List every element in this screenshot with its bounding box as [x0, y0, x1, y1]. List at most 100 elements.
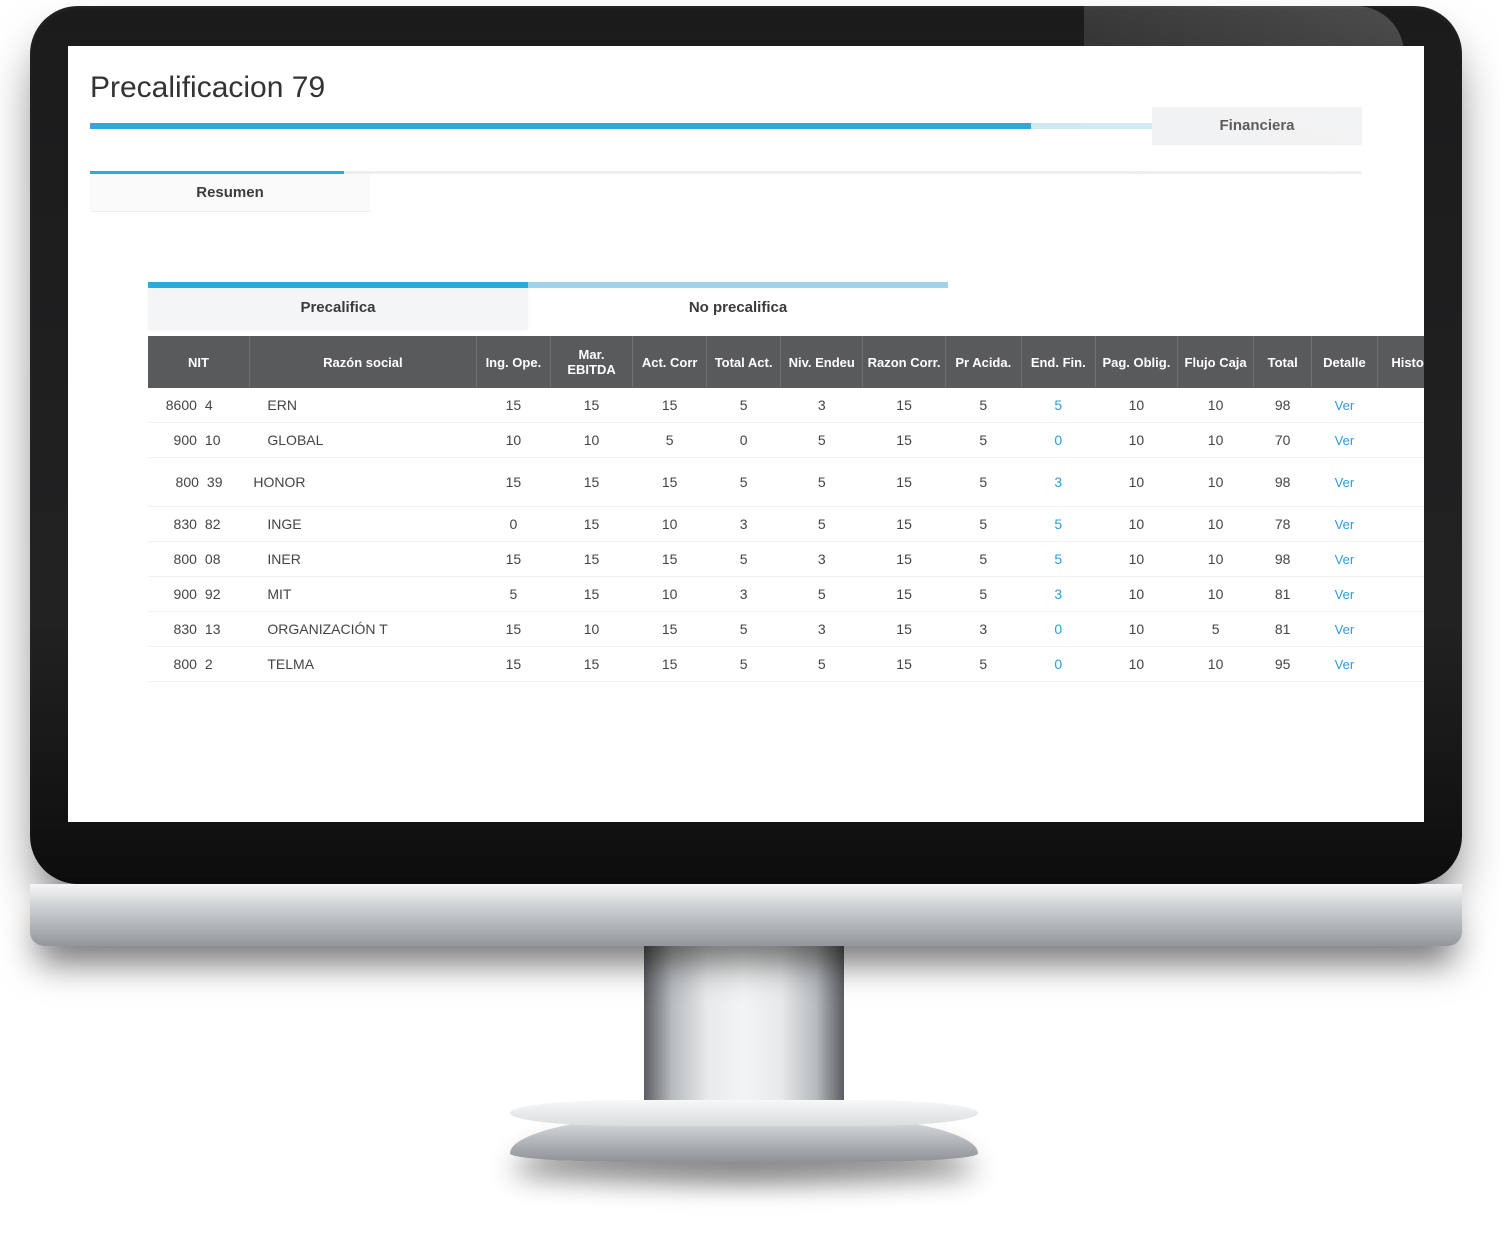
cell-pag: 10 — [1095, 507, 1177, 542]
cell-niv: 5 — [781, 423, 863, 458]
table-row[interactable]: 90010GLOBAL10105051550101070Ver — [148, 423, 1424, 458]
cell-pag: 10 — [1095, 577, 1177, 612]
cell-flujo: 10 — [1178, 577, 1254, 612]
cell-end: 0 — [1021, 423, 1095, 458]
link-detalle[interactable]: Ver — [1312, 577, 1377, 612]
table-row[interactable]: 8002TELMA151515551550101095Ver — [148, 647, 1424, 682]
cell-mar: 15 — [550, 577, 632, 612]
cell-razon: HONOR — [249, 458, 476, 507]
cell-total: 95 — [1254, 647, 1312, 682]
tab-resumen[interactable]: Resumen — [90, 174, 370, 212]
cell-pag: 10 — [1095, 542, 1177, 577]
table-row[interactable]: 83013ORGANIZACIÓN T15101553153010581Ver — [148, 612, 1424, 647]
cell-pr: 5 — [945, 507, 1021, 542]
cell-end: 0 — [1021, 612, 1095, 647]
cell-pr: 3 — [945, 612, 1021, 647]
col-total[interactable]: Total — [1254, 336, 1312, 388]
cell-pr: 5 — [945, 542, 1021, 577]
col-end[interactable]: End. Fin. — [1021, 336, 1095, 388]
cell-flujo: 10 — [1178, 458, 1254, 507]
cell-act: 15 — [633, 458, 707, 507]
cell-niv: 5 — [781, 458, 863, 507]
cell-historial[interactable] — [1377, 577, 1424, 612]
cell-flujo: 10 — [1178, 542, 1254, 577]
cell-act: 5 — [633, 423, 707, 458]
cell-ing: 15 — [476, 647, 550, 682]
cell-nit-b: 39 — [203, 458, 249, 507]
cell-nit-a: 800 — [148, 542, 203, 577]
cell-historial[interactable] — [1377, 388, 1424, 423]
cell-act: 15 — [633, 647, 707, 682]
cell-end: 5 — [1021, 542, 1095, 577]
cell-raz: 15 — [863, 577, 945, 612]
results-table-wrap: NIT Razón social Ing. Ope. Mar. EBITDA A… — [148, 336, 1424, 682]
col-mar[interactable]: Mar. EBITDA — [550, 336, 632, 388]
cell-mar: 15 — [550, 507, 632, 542]
filter-tab-no-precalifica[interactable]: No precalifica — [528, 288, 948, 328]
cell-totact: 5 — [707, 388, 781, 423]
monitor-frame: Precalificacion 79 Financiera Resumen Pr… — [30, 6, 1462, 884]
cell-act: 10 — [633, 507, 707, 542]
cell-ing: 5 — [476, 577, 550, 612]
cell-act: 10 — [633, 577, 707, 612]
link-detalle[interactable]: Ver — [1312, 507, 1377, 542]
cell-historial[interactable] — [1377, 423, 1424, 458]
cell-total: 70 — [1254, 423, 1312, 458]
cell-pag: 10 — [1095, 458, 1177, 507]
cell-historial[interactable] — [1377, 507, 1424, 542]
cell-totact: 5 — [707, 458, 781, 507]
cell-total: 98 — [1254, 458, 1312, 507]
cell-end: 3 — [1021, 577, 1095, 612]
cell-ing: 15 — [476, 612, 550, 647]
cell-nit-b: 08 — [203, 542, 249, 577]
col-pag[interactable]: Pag. Oblig. — [1095, 336, 1177, 388]
table-row[interactable]: 86004ERN151515531555101098Ver — [148, 388, 1424, 423]
col-act[interactable]: Act. Corr — [633, 336, 707, 388]
filter-tab-precalifica[interactable]: Precalifica — [148, 288, 528, 328]
link-detalle[interactable]: Ver — [1312, 542, 1377, 577]
cell-end: 3 — [1021, 458, 1095, 507]
col-raz[interactable]: Razon Corr. — [863, 336, 945, 388]
monitor-chin — [30, 884, 1462, 946]
col-pr[interactable]: Pr Acida. — [945, 336, 1021, 388]
col-niv[interactable]: Niv. Endeu — [781, 336, 863, 388]
col-ing[interactable]: Ing. Ope. — [476, 336, 550, 388]
cell-raz: 15 — [863, 647, 945, 682]
table-row[interactable]: 80039HONOR151515551553101098Ver — [148, 458, 1424, 507]
table-row[interactable]: 80008INER151515531555101098Ver — [148, 542, 1424, 577]
col-nit[interactable]: NIT — [148, 336, 249, 388]
cell-nit-a: 900 — [148, 423, 203, 458]
cell-nit-b: 2 — [203, 647, 249, 682]
link-detalle[interactable]: Ver — [1312, 388, 1377, 423]
table-row[interactable]: 90092MIT51510351553101081Ver — [148, 577, 1424, 612]
cell-totact: 3 — [707, 577, 781, 612]
cell-historial[interactable] — [1377, 458, 1424, 507]
cell-act: 15 — [633, 388, 707, 423]
cell-nit-a: 8600 — [148, 388, 203, 423]
cell-nit-a: 830 — [148, 507, 203, 542]
cell-historial[interactable] — [1377, 647, 1424, 682]
table-row[interactable]: 83082INGE01510351555101078Ver — [148, 507, 1424, 542]
col-flujo[interactable]: Flujo Caja — [1178, 336, 1254, 388]
col-totact[interactable]: Total Act. — [707, 336, 781, 388]
col-detalle[interactable]: Detalle — [1312, 336, 1377, 388]
tab-financiera[interactable]: Financiera — [1152, 107, 1362, 145]
col-historial[interactable]: Historial — [1377, 336, 1424, 388]
col-razon[interactable]: Razón social — [249, 336, 476, 388]
cell-raz: 15 — [863, 542, 945, 577]
link-detalle[interactable]: Ver — [1312, 423, 1377, 458]
cell-historial[interactable] — [1377, 612, 1424, 647]
link-detalle[interactable]: Ver — [1312, 647, 1377, 682]
link-detalle[interactable]: Ver — [1312, 458, 1377, 507]
link-detalle[interactable]: Ver — [1312, 612, 1377, 647]
cell-razon: GLOBAL — [249, 423, 476, 458]
filter-tabs: Precalifica No precalifica — [148, 282, 1424, 326]
cell-nit-a: 800 — [148, 458, 203, 507]
cell-nit-a: 900 — [148, 577, 203, 612]
cell-niv: 3 — [781, 542, 863, 577]
cell-razon: MIT — [249, 577, 476, 612]
cell-pag: 10 — [1095, 388, 1177, 423]
cell-mar: 15 — [550, 542, 632, 577]
cell-historial[interactable] — [1377, 542, 1424, 577]
cell-ing: 15 — [476, 542, 550, 577]
